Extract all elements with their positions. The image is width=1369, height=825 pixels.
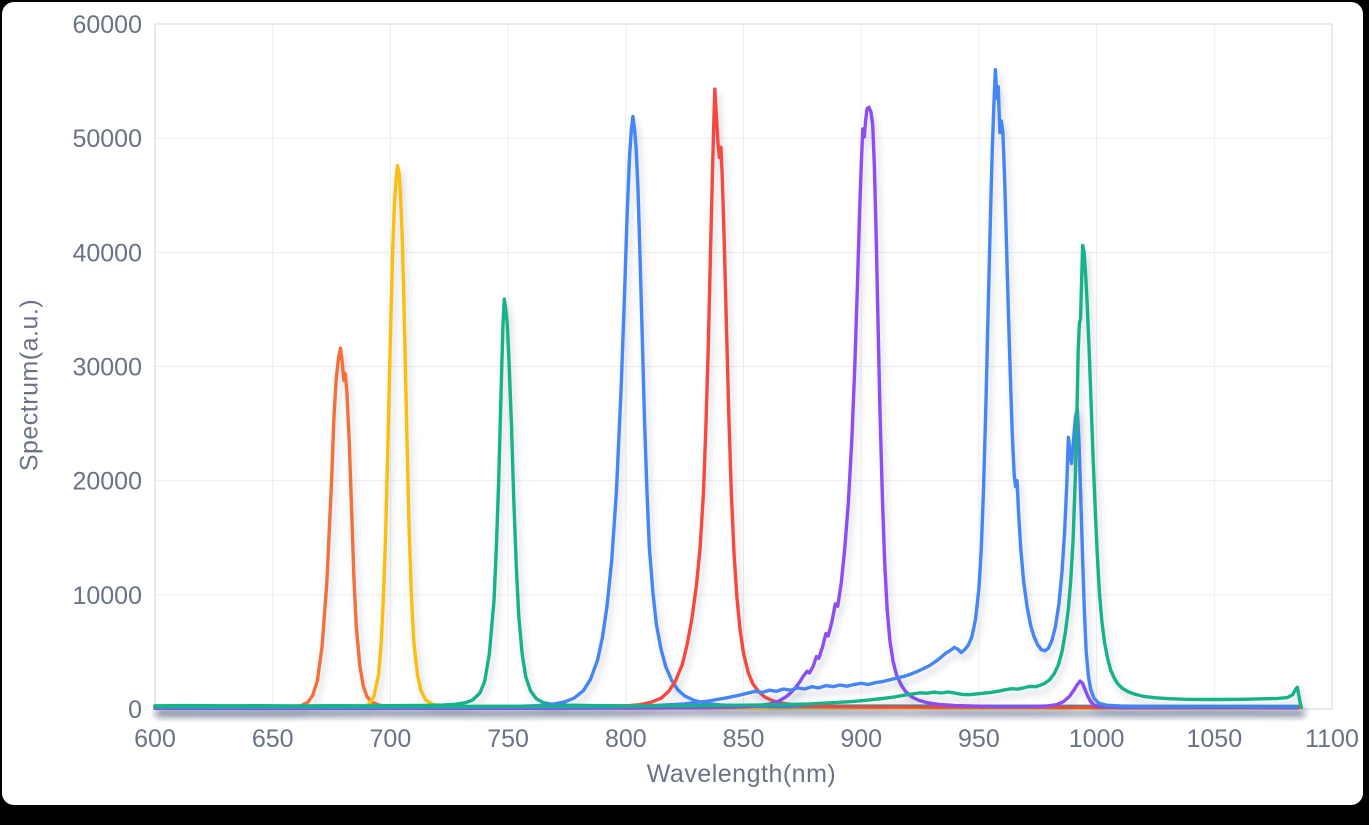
x-tick-label: 1050 [1186, 725, 1242, 753]
x-tick-label: 1000 [1069, 725, 1125, 753]
series-line-red-838nm [153, 87, 1301, 710]
axis-tick-labels: 600 650 700 750 800 850 900 950 1000 1050 1100 0 100… [72, 11, 1358, 753]
x-tick-label: 950 [958, 725, 1000, 753]
y-tick-label: 0 [128, 696, 142, 724]
series-lines [153, 67, 1304, 711]
series-line-green-994nm [153, 243, 1304, 709]
x-tick-label: 700 [370, 725, 412, 753]
x-tick-label: 850 [723, 725, 765, 753]
y-tick-label: 20000 [72, 468, 142, 496]
y-tick-label: 60000 [72, 11, 142, 39]
series-line-blue-803nm [153, 114, 1301, 709]
grid [154, 23, 1333, 710]
y-axis-title: Spectrum(a.u.) [15, 298, 44, 472]
x-tick-label: 600 [134, 725, 176, 753]
x-tick-label: 900 [840, 725, 882, 753]
y-tick-label: 10000 [72, 582, 142, 610]
series-line-yellow-703nm [153, 163, 1301, 710]
y-tick-label: 40000 [72, 239, 142, 267]
x-tick-label: 800 [605, 725, 647, 753]
x-axis-title: Wavelength(nm) [646, 760, 837, 788]
y-tick-label: 30000 [72, 354, 142, 382]
series-line-blue-957nm [153, 67, 1299, 709]
x-tick-label: 750 [487, 725, 529, 753]
chart-card: 600 650 700 750 800 850 900 950 1000 1050 1100 0 100… [2, 2, 1363, 805]
y-tick-label: 50000 [72, 125, 142, 153]
series-line-purple-902nm [153, 105, 1299, 711]
x-tick-label: 650 [252, 725, 294, 753]
x-tick-label: 1100 [1305, 725, 1359, 753]
